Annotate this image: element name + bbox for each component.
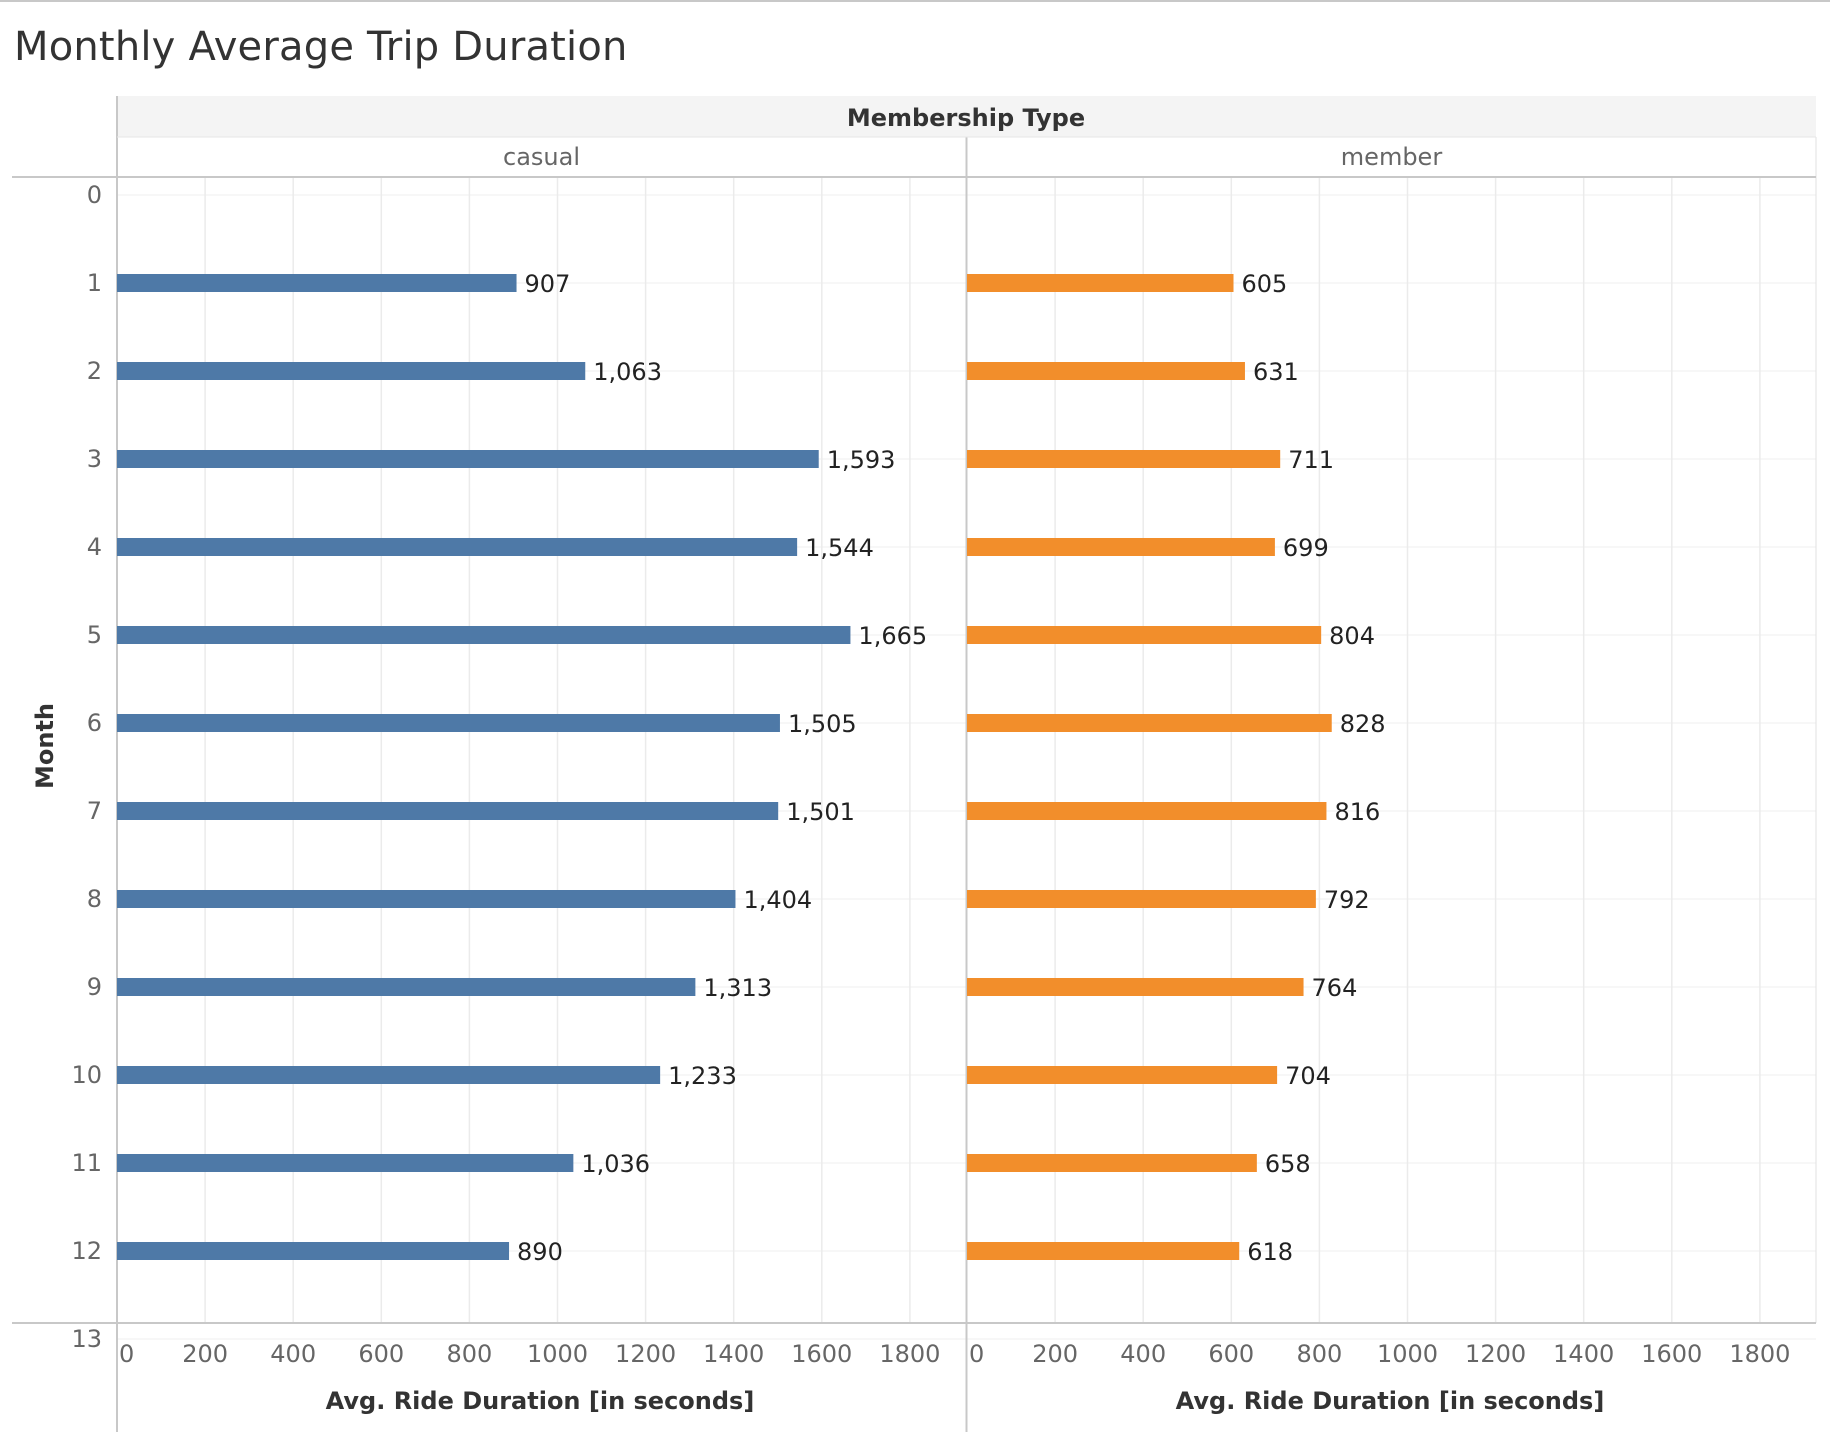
data-labels: 907 1,063 1,593 1,544 1,665 1,505 1,501 1,404 1,… bbox=[517, 270, 1386, 1266]
bar-member bbox=[967, 538, 1275, 556]
x-tick-label: 600 bbox=[358, 1340, 404, 1368]
bar-casual bbox=[117, 1242, 510, 1260]
bars bbox=[117, 274, 1332, 1260]
x-tick-label: 1800 bbox=[879, 1340, 940, 1368]
y-tick-label: 1 bbox=[87, 269, 102, 297]
x-tick-label: 200 bbox=[1032, 1340, 1078, 1368]
y-tick-label: 12 bbox=[71, 1237, 102, 1265]
x-axis-titles: Avg. Ride Duration [in seconds] Avg. Ride… bbox=[326, 1387, 1605, 1415]
y-tick-label: 9 bbox=[87, 973, 102, 1001]
x-tick-label: 1000 bbox=[1377, 1340, 1438, 1368]
y-tick-label: 2 bbox=[87, 357, 102, 385]
y-tick-label: 4 bbox=[87, 533, 102, 561]
data-label-casual: 1,036 bbox=[581, 1150, 650, 1178]
bar-casual bbox=[117, 1154, 574, 1172]
y-tick-label: 6 bbox=[87, 709, 102, 737]
x-tick-label: 800 bbox=[446, 1340, 492, 1368]
bar-casual bbox=[117, 274, 517, 292]
x-tick-label: 0 bbox=[119, 1340, 134, 1368]
x-tick-label: 800 bbox=[1296, 1340, 1342, 1368]
pane-headers: casual member bbox=[503, 143, 1442, 171]
bar-member bbox=[967, 1154, 1257, 1172]
data-label-casual: 1,593 bbox=[827, 446, 896, 474]
y-tick-label: 3 bbox=[87, 445, 102, 473]
pane-header-member: member bbox=[1341, 143, 1443, 171]
bar-member bbox=[967, 802, 1327, 820]
data-label-member: 792 bbox=[1324, 886, 1370, 914]
y-tick-label: 7 bbox=[87, 797, 102, 825]
y-tick-label: 0 bbox=[87, 181, 102, 209]
x-axis-ticks: 0 200 400 600 800 1000 1200 1400 1600 1800 0 200 400… bbox=[119, 1340, 1790, 1368]
data-label-member: 711 bbox=[1288, 446, 1334, 474]
data-label-member: 618 bbox=[1247, 1238, 1293, 1266]
x-axis-title: Avg. Ride Duration [in seconds] bbox=[1176, 1387, 1605, 1415]
pane-header-casual: casual bbox=[503, 143, 580, 171]
data-label-member: 764 bbox=[1312, 974, 1358, 1002]
x-axis-title: Avg. Ride Duration [in seconds] bbox=[326, 1387, 755, 1415]
x-tick-label: 1000 bbox=[527, 1340, 588, 1368]
bar-member bbox=[967, 1066, 1278, 1084]
x-tick-label: 0 bbox=[969, 1340, 984, 1368]
chart-title: Monthly Average Trip Duration bbox=[14, 24, 628, 70]
top-border bbox=[0, 0, 1830, 2]
data-label-casual: 907 bbox=[525, 270, 571, 298]
bar-member bbox=[967, 1242, 1240, 1260]
data-label-casual: 1,313 bbox=[703, 974, 772, 1002]
data-label-member: 804 bbox=[1329, 622, 1375, 650]
chart-frame bbox=[12, 96, 1817, 1432]
y-tick-label: 11 bbox=[71, 1149, 102, 1177]
x-tick-label: 1400 bbox=[703, 1340, 764, 1368]
bar-casual bbox=[117, 978, 696, 996]
y-tick-label: 10 bbox=[71, 1061, 102, 1089]
data-label-casual: 1,544 bbox=[805, 534, 874, 562]
x-tick-label: 600 bbox=[1208, 1340, 1254, 1368]
x-tick-label: 1600 bbox=[1641, 1340, 1702, 1368]
bar-casual bbox=[117, 538, 798, 556]
bar-casual bbox=[117, 802, 779, 820]
y-tick-label: 13 bbox=[71, 1325, 102, 1353]
x-tick-label: 400 bbox=[270, 1340, 316, 1368]
data-label-member: 828 bbox=[1340, 710, 1386, 738]
data-label-casual: 1,233 bbox=[668, 1062, 737, 1090]
y-tick-label: 8 bbox=[87, 885, 102, 913]
bar-casual bbox=[117, 890, 736, 908]
x-tick-label: 1200 bbox=[615, 1340, 676, 1368]
bar-casual bbox=[117, 714, 780, 732]
data-label-casual: 890 bbox=[517, 1238, 563, 1266]
column-header-band bbox=[116, 96, 1816, 137]
data-label-member: 658 bbox=[1265, 1150, 1311, 1178]
data-label-casual: 1,063 bbox=[593, 358, 662, 386]
bar-casual bbox=[117, 626, 851, 644]
bar-member bbox=[967, 274, 1234, 292]
bar-casual bbox=[117, 1066, 661, 1084]
x-tick-label: 1200 bbox=[1465, 1340, 1526, 1368]
bar-casual bbox=[117, 450, 819, 468]
data-label-casual: 1,505 bbox=[788, 710, 857, 738]
data-label-casual: 1,665 bbox=[858, 622, 927, 650]
y-axis-title: Month bbox=[31, 703, 59, 789]
data-label-member: 605 bbox=[1242, 270, 1288, 298]
bar-member bbox=[967, 714, 1332, 732]
data-label-casual: 1,501 bbox=[786, 798, 855, 826]
x-tick-label: 1400 bbox=[1553, 1340, 1614, 1368]
bar-member bbox=[967, 450, 1281, 468]
column-header-label: Membership Type bbox=[847, 104, 1085, 132]
bar-member bbox=[967, 362, 1245, 380]
bar-casual bbox=[117, 362, 586, 380]
y-tick-label: 5 bbox=[87, 621, 102, 649]
data-label-member: 699 bbox=[1283, 534, 1329, 562]
x-tick-label: 1800 bbox=[1729, 1340, 1790, 1368]
x-tick-label: 1600 bbox=[791, 1340, 852, 1368]
x-tick-label: 400 bbox=[1120, 1340, 1166, 1368]
data-label-member: 816 bbox=[1334, 798, 1380, 826]
bar-member bbox=[967, 978, 1304, 996]
data-label-casual: 1,404 bbox=[743, 886, 812, 914]
data-label-member: 631 bbox=[1253, 358, 1299, 386]
data-label-member: 704 bbox=[1285, 1062, 1331, 1090]
bar-member bbox=[967, 890, 1316, 908]
x-tick-label: 200 bbox=[182, 1340, 228, 1368]
bar-member bbox=[967, 626, 1322, 644]
